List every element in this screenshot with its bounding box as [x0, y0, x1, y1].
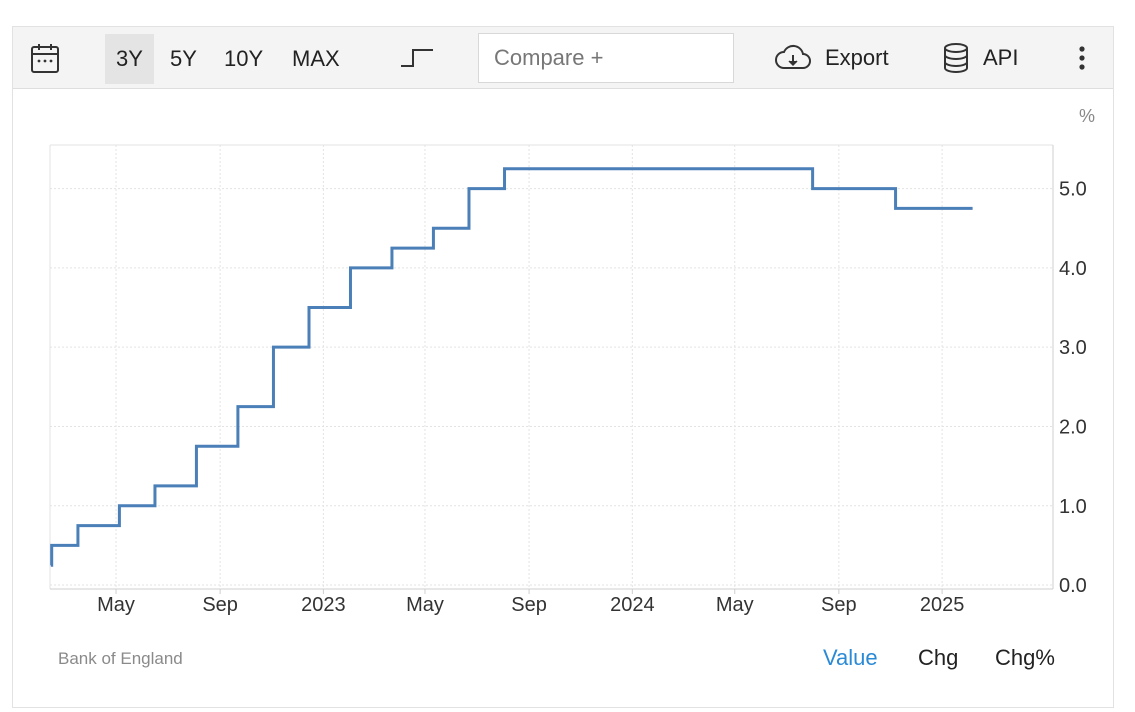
x-tick-label: May — [716, 594, 754, 616]
database-icon[interactable] — [939, 27, 973, 88]
chart-toolbar: 3Y 5Y 10Y MAX Export API — [13, 27, 1113, 89]
chart-widget: 3Y 5Y 10Y MAX Export API — [12, 26, 1114, 708]
api-button[interactable]: API — [983, 44, 1019, 70]
y-tick-label: 4.0 — [1059, 258, 1087, 280]
range-10y-button[interactable]: 10Y — [224, 46, 264, 71]
x-tick-label: May — [406, 594, 444, 616]
y-tick-label: 2.0 — [1059, 416, 1087, 438]
range-max-button[interactable]: MAX — [292, 46, 340, 71]
x-tick-label: 2025 — [920, 594, 965, 616]
tab-value[interactable]: Value — [823, 645, 878, 670]
tab-chg-percent[interactable]: Chg% — [995, 645, 1055, 670]
x-tick-label: 2023 — [301, 594, 346, 616]
y-tick-label: 3.0 — [1059, 337, 1087, 359]
range-3y-button[interactable]: 3Y — [105, 34, 154, 84]
range-5y-button[interactable]: 5Y — [170, 46, 197, 71]
calendar-icon[interactable] — [25, 27, 65, 88]
y-unit-label: % — [1079, 106, 1095, 126]
x-tick-label: Sep — [821, 594, 857, 616]
y-tick-label: 0.0 — [1059, 575, 1087, 597]
tab-chg[interactable]: Chg — [918, 645, 959, 670]
cloud-download-icon[interactable] — [773, 27, 813, 88]
x-tick-label: 2024 — [610, 594, 655, 616]
x-tick-label: Sep — [511, 594, 547, 616]
y-tick-label: 1.0 — [1059, 496, 1087, 518]
x-tick-label: Sep — [202, 594, 238, 616]
compare-input[interactable] — [478, 33, 734, 83]
step-line-icon[interactable] — [397, 27, 437, 88]
rate-step-line — [50, 167, 973, 567]
y-tick-label: 5.0 — [1059, 179, 1087, 201]
source-label: Bank of England — [58, 649, 183, 668]
kebab-menu-icon[interactable] — [1071, 27, 1093, 88]
export-button[interactable]: Export — [825, 44, 889, 70]
chart-plot: 0.0 1.0 2.0 3.0 4.0 5.0 May Sep 2023 May Sep 2024 Ma… — [49, 106, 1095, 616]
x-tick-label: May — [97, 594, 135, 616]
